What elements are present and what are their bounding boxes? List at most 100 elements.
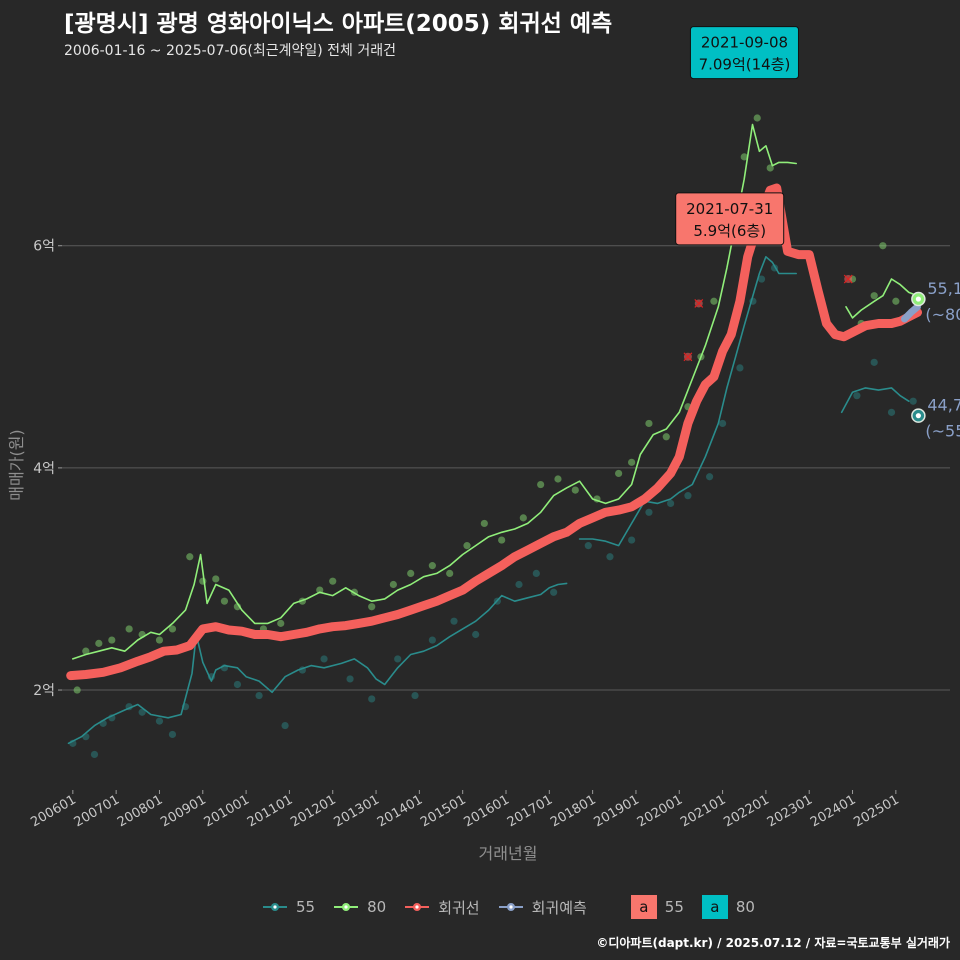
scatter-point-80 (125, 625, 133, 633)
series-line-55 (67, 582, 568, 745)
x-tick-label: 202001 (635, 792, 685, 830)
scatter-point-55 (394, 655, 402, 663)
scatter-point-80 (220, 597, 229, 605)
page-subtitle: 2006-01-16 ~ 2025-07-06(최근계약일) 전체 거래건 (64, 43, 396, 59)
outlier-cross (843, 274, 853, 284)
grid-layer (62, 245, 950, 691)
scatter-point-55 (584, 542, 592, 550)
scatter-point-55 (281, 721, 289, 730)
scatter-point-80 (571, 486, 579, 494)
scatter-point-80 (277, 619, 285, 627)
y-axis-label: 매매가(원) (7, 429, 26, 501)
annotation-price: 5.9억(6층) (693, 222, 766, 240)
footer-credit: ©디아파트(dapt.kr) / 2025.07.12 / 자료=국토교통부 실… (596, 936, 950, 950)
scatter-point-80 (892, 297, 900, 305)
x-tick-label: 200901 (158, 792, 208, 830)
scatter-point-80 (710, 297, 718, 305)
x-tick-label: 201501 (418, 792, 468, 830)
legend-label-regression: 회귀선 (438, 898, 480, 917)
forecast-line (901, 303, 921, 323)
legend-item-forecast: 회귀예측 (498, 897, 587, 918)
scatter-point-80 (329, 577, 337, 585)
x-tick-label: 201701 (505, 792, 555, 830)
legend-label-forecast: 회귀예측 (531, 898, 587, 917)
legend-key-80 (334, 903, 359, 911)
legend-item-80: 80 (333, 897, 386, 917)
axis-layer: 2억 4억 6억 2006012007012008012009012010012011… (28, 239, 902, 831)
scatter-point-55 (368, 695, 376, 703)
scatter-point-80 (519, 514, 527, 522)
series-line-80 (845, 278, 919, 319)
legend: 55 80 회귀선 회귀예측 a 55 a 80 (262, 894, 773, 920)
scatter-point-55 (870, 358, 878, 366)
end-point-core-55 (915, 413, 921, 419)
scatter-point-80 (407, 569, 415, 578)
scatter-point-55 (606, 553, 614, 561)
scatter-point-80 (480, 519, 488, 528)
scatter-point-55 (705, 473, 714, 481)
legend-key-forecast (498, 903, 523, 911)
end-value-label: 55,167 (927, 279, 960, 298)
scatter-point-80 (645, 419, 653, 428)
x-tick-label: 201401 (375, 792, 425, 830)
scatter-point-80 (870, 292, 878, 300)
scatter-point-55 (550, 588, 558, 596)
legend-badge-55: a 55 (630, 895, 684, 919)
end-size-label: (~55㎡) (925, 422, 960, 441)
scatter-point-80 (879, 242, 887, 250)
scatter-point-80 (389, 580, 397, 589)
annotation-date: 2021-07-31 (686, 200, 773, 218)
x-tick-label: 202101 (678, 792, 728, 830)
x-tick-label: 202401 (808, 792, 858, 830)
end-value-label: 44,700 (927, 396, 960, 415)
scatter-point-80 (498, 536, 506, 544)
scatter-point-80 (73, 686, 81, 694)
end-point-layer: 55,167 (~80㎡) 44,700 (~55㎡) (911, 279, 960, 441)
scatter-point-55 (233, 680, 242, 689)
scatter-point-80 (186, 553, 194, 561)
scatter-point-55 (255, 691, 263, 700)
scatter-point-55 (628, 536, 636, 544)
y-tick-label: 2억 (33, 683, 55, 699)
scatter-point-55 (757, 275, 766, 283)
legend-label-80: 80 (367, 898, 387, 916)
scatter-point-80 (446, 569, 454, 578)
scatter-point-80 (753, 114, 761, 122)
page-title: [광명시] 광명 영화아이닉스 아파트(2005) 회귀선 예측 (64, 11, 613, 37)
legend-badge-80: a 80 (701, 895, 755, 919)
x-tick-label: 200801 (115, 792, 165, 830)
scatter-point-80 (662, 433, 670, 441)
x-tick-label: 202201 (721, 792, 771, 830)
outlier-cross (683, 352, 693, 362)
scatter-point-55 (645, 508, 653, 516)
scatter-point-55 (346, 675, 354, 683)
series-line-55 (840, 387, 910, 414)
scatter-point-55 (736, 364, 744, 372)
scatter-point-55 (90, 750, 99, 759)
scatter-point-80 (463, 542, 471, 550)
scatter-point-55 (168, 730, 177, 739)
scatter-point-55 (411, 691, 419, 700)
scatter-point-80 (155, 636, 164, 644)
scatter-point-55 (667, 499, 675, 508)
scatter-point-80 (628, 458, 636, 466)
scatter-point-55 (472, 630, 480, 639)
scatter-point-55 (853, 392, 861, 400)
scatter-point-80 (554, 475, 562, 483)
legend-badge-label-55: 55 (664, 898, 684, 916)
annotation-price: 7.09억(14층) (699, 56, 791, 74)
scatter-point-80 (95, 639, 103, 647)
scatter-point-55 (320, 655, 328, 663)
annotation-layer: 2021-09-08 7.09억(14층) 2021-07-31 5.9억(6층) (675, 26, 799, 246)
legend-label-55: 55 (296, 898, 316, 916)
x-tick-label: 201801 (548, 792, 598, 830)
scatter-point-80 (428, 562, 436, 570)
scatter-point-80 (199, 577, 207, 585)
scatter-point-80 (108, 636, 116, 644)
x-tick-label: 201201 (288, 792, 338, 830)
scatter-point-55 (718, 419, 727, 428)
x-tick-label: 200601 (28, 792, 78, 830)
scatter-point-80 (168, 625, 177, 633)
x-tick-label: 201101 (245, 792, 295, 830)
